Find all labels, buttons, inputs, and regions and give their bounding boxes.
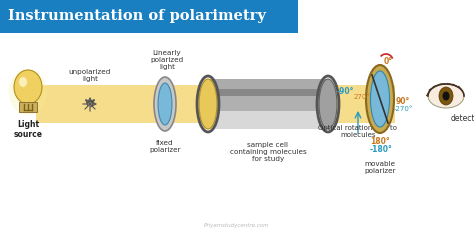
Bar (208, 93, 328, 94)
Bar (208, 117, 328, 118)
Text: 0°: 0° (384, 56, 393, 66)
Bar (208, 96, 328, 97)
Bar (208, 112, 328, 113)
Bar (208, 111, 328, 112)
Ellipse shape (154, 77, 176, 131)
Ellipse shape (9, 69, 47, 115)
Bar (36, 85, 395, 123)
Bar (208, 127, 328, 128)
Bar (208, 104, 328, 105)
Text: 90°: 90° (396, 97, 410, 105)
Bar (208, 91, 328, 92)
Text: 180°: 180° (370, 136, 390, 146)
Bar (208, 116, 328, 117)
Bar (208, 89, 328, 90)
Bar (0, 0, 298, 33)
Bar (208, 99, 328, 100)
Bar (19, 102, 37, 112)
Ellipse shape (366, 65, 394, 133)
Bar (208, 102, 328, 103)
Bar (208, 125, 328, 126)
Ellipse shape (319, 79, 337, 129)
Bar (208, 122, 328, 123)
Text: Priyamstudycentre.com: Priyamstudycentre.com (204, 223, 270, 228)
Bar (208, 115, 328, 116)
Ellipse shape (443, 92, 449, 101)
Bar (208, 128, 328, 129)
Bar (208, 87, 328, 88)
Bar (208, 124, 328, 125)
Text: movable
polarizer: movable polarizer (364, 161, 396, 174)
Bar (208, 82, 328, 83)
Bar (208, 79, 328, 80)
Bar (208, 121, 328, 122)
Bar (208, 92, 328, 93)
Bar (208, 120, 328, 121)
Bar (208, 84, 328, 85)
Bar (208, 90, 328, 91)
Bar (208, 97, 328, 98)
Bar (208, 110, 328, 111)
Bar (208, 103, 328, 104)
Bar (208, 86, 328, 87)
Bar (208, 109, 328, 110)
Bar (208, 100, 328, 101)
Bar (208, 108, 328, 109)
Text: -180°: -180° (370, 144, 393, 153)
Ellipse shape (158, 83, 172, 125)
Bar (208, 105, 328, 106)
Ellipse shape (428, 84, 464, 108)
Bar (208, 107, 328, 108)
Bar (208, 106, 328, 107)
Bar (208, 80, 328, 81)
Text: -90°: -90° (337, 87, 355, 96)
Bar (208, 95, 328, 96)
Text: Linearly
polarized
light: Linearly polarized light (150, 50, 183, 70)
Ellipse shape (199, 79, 217, 129)
Text: Instrumentation of polarimetry: Instrumentation of polarimetry (8, 9, 266, 23)
Bar (208, 85, 328, 86)
Text: Light
source: Light source (13, 120, 43, 139)
Bar (208, 113, 328, 114)
Ellipse shape (439, 87, 453, 105)
Bar (208, 118, 328, 119)
Bar (208, 126, 328, 127)
Bar (208, 123, 328, 124)
Bar (208, 98, 328, 99)
Bar (208, 81, 328, 82)
Bar (208, 114, 328, 115)
Bar (208, 119, 328, 120)
Ellipse shape (14, 70, 42, 104)
Bar (208, 83, 328, 84)
Bar (208, 79, 328, 89)
Text: -270°: -270° (394, 106, 413, 112)
Ellipse shape (19, 77, 27, 87)
Text: sample cell
containing molecules
for study: sample cell containing molecules for stu… (229, 142, 306, 162)
Text: Optical rotation due to
molecules: Optical rotation due to molecules (319, 125, 398, 138)
Text: unpolarized
light: unpolarized light (69, 69, 111, 82)
Text: 270°: 270° (354, 94, 371, 100)
Text: fixed
polarizer: fixed polarizer (149, 140, 181, 153)
Bar (208, 94, 328, 95)
Bar (208, 101, 328, 102)
Ellipse shape (371, 71, 390, 127)
Bar (208, 88, 328, 89)
Text: detector: detector (451, 114, 474, 123)
